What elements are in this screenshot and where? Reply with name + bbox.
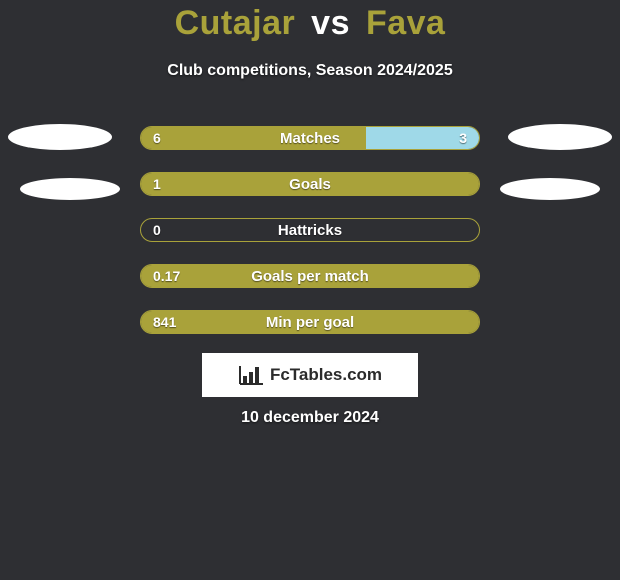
title-vs: vs — [311, 4, 350, 42]
stat-label: Hattricks — [141, 219, 479, 241]
stat-segment-right — [366, 127, 479, 149]
club-badge-right-2 — [500, 178, 600, 200]
stat-row: Matches63 — [140, 126, 480, 150]
comparison-infographic: Cutajar vs Fava Club competitions, Seaso… — [0, 0, 620, 580]
page-title: Cutajar vs Fava — [0, 4, 620, 43]
stat-value-left: 0 — [153, 219, 161, 241]
title-player2: Fava — [366, 4, 446, 42]
brand-box: FcTables.com — [202, 353, 418, 397]
title-player1: Cutajar — [175, 4, 296, 42]
stat-row: Goals1 — [140, 172, 480, 196]
stat-row: Goals per match0.17 — [140, 264, 480, 288]
club-badge-right-1 — [508, 124, 612, 150]
stat-segment-left — [141, 127, 366, 149]
stat-segment-left — [141, 265, 479, 287]
stat-row: Hattricks0 — [140, 218, 480, 242]
club-badge-left-1 — [8, 124, 112, 150]
stat-row: Min per goal841 — [140, 310, 480, 334]
club-badge-left-2 — [20, 178, 120, 200]
subtitle: Club competitions, Season 2024/2025 — [0, 62, 620, 80]
stats-rows: Matches63 Goals1 Hattricks0 Goals per match… — [140, 126, 480, 356]
date-text: 10 december 2024 — [0, 409, 620, 427]
stat-segment-left — [141, 311, 479, 333]
stat-segment-left — [141, 173, 479, 195]
brand-text: FcTables.com — [270, 365, 382, 385]
bar-chart-icon — [238, 364, 264, 386]
